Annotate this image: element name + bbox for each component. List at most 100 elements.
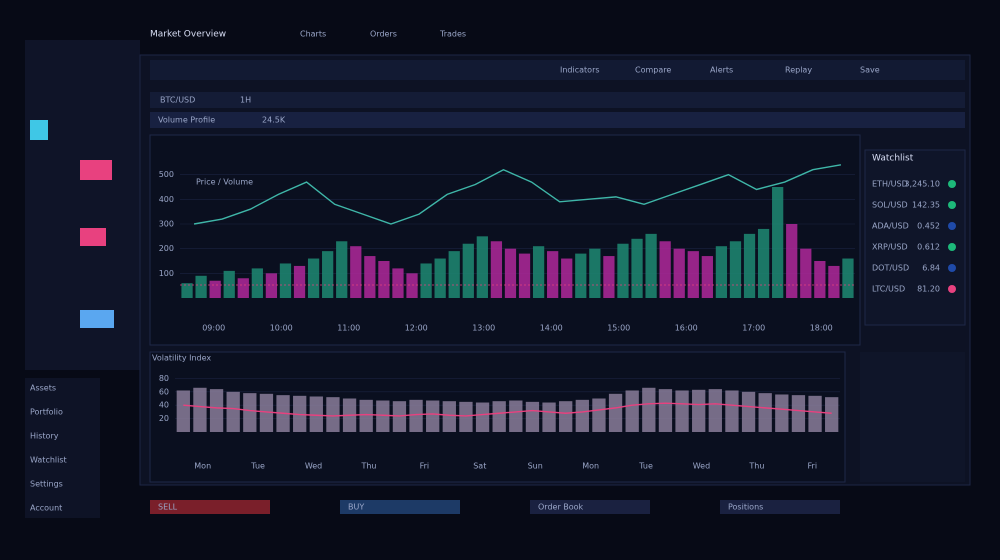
bar — [687, 251, 699, 298]
bar — [786, 224, 798, 298]
toolbar-item[interactable]: Indicators — [560, 66, 600, 75]
sidebar-icon[interactable] — [30, 120, 48, 140]
bar — [336, 241, 348, 298]
x-tick-label: 18:00 — [810, 324, 833, 333]
interval[interactable]: 1H — [240, 96, 251, 105]
y-tick-label: 100 — [159, 269, 174, 278]
bar — [406, 273, 418, 298]
bar — [475, 402, 490, 432]
toolbar-item[interactable]: Alerts — [710, 66, 733, 75]
watch-price: 142.35 — [912, 201, 940, 210]
y-tick-label: 80 — [159, 374, 169, 383]
bar — [392, 268, 404, 298]
bar — [420, 263, 432, 298]
bar — [692, 389, 706, 432]
bar — [490, 241, 503, 298]
x-tick-label: Sun — [528, 462, 543, 471]
watch-dot — [948, 285, 956, 293]
bottom-button-label[interactable]: BUY — [348, 503, 364, 512]
toolbar-item[interactable]: Compare — [635, 66, 671, 75]
bar — [476, 236, 488, 298]
y-tick-label: 200 — [159, 244, 174, 253]
bottom-button-label[interactable]: SELL — [158, 503, 178, 512]
bar — [209, 389, 224, 432]
watch-symbol[interactable]: DOT/USD — [872, 264, 909, 273]
bar — [209, 280, 221, 298]
bar — [251, 268, 263, 298]
bar — [592, 398, 606, 432]
bar — [243, 393, 257, 432]
bottom-button[interactable] — [530, 500, 650, 514]
watch-dot — [948, 201, 956, 209]
bar — [459, 401, 473, 432]
y-tick-label: 500 — [159, 170, 174, 179]
bar — [589, 248, 601, 298]
x-tick-label: 12:00 — [405, 324, 428, 333]
sidebar-badge[interactable] — [80, 160, 112, 180]
tab[interactable]: Charts — [300, 30, 326, 39]
watch-symbol[interactable]: ADA/USD — [872, 222, 909, 231]
watch-symbol[interactable]: XRP/USD — [872, 243, 908, 252]
watch-symbol[interactable]: ETH/USD — [872, 180, 908, 189]
ticker-value: 24.5K — [262, 116, 286, 125]
bar — [193, 387, 207, 432]
chart-legend: Price / Volume — [196, 178, 253, 187]
x-tick-label: Thu — [360, 462, 376, 471]
bar — [842, 258, 854, 298]
bar — [259, 393, 274, 432]
watch-price: 3,245.10 — [904, 180, 940, 189]
sidebar-item[interactable]: Settings — [30, 480, 63, 489]
watch-price: 81.20 — [917, 285, 940, 294]
lower-legend: Volatility Index — [152, 354, 211, 363]
watch-symbol[interactable]: SOL/USD — [872, 201, 908, 210]
watch-dot — [948, 180, 956, 188]
bottom-button[interactable] — [150, 500, 270, 514]
bar — [350, 246, 362, 298]
x-tick-label: Mon — [194, 462, 211, 471]
bar — [504, 248, 517, 298]
symbol[interactable]: BTC/USD — [160, 96, 195, 105]
bottom-button-label[interactable]: Positions — [728, 503, 763, 512]
sidebar-item[interactable]: History — [30, 432, 59, 441]
x-tick-label: Tue — [250, 462, 265, 471]
bar — [181, 283, 193, 298]
sidebar-item[interactable]: Account — [30, 504, 62, 513]
toolbar-item[interactable]: Replay — [785, 66, 812, 75]
x-tick-label: Tue — [638, 462, 653, 471]
bar — [825, 397, 839, 432]
bar — [775, 394, 789, 432]
watchlist-panel — [864, 149, 966, 326]
sidebar-badge[interactable] — [80, 228, 106, 246]
watch-symbol[interactable]: LTC/USD — [872, 285, 905, 294]
sidebar-button[interactable] — [80, 310, 114, 328]
y-tick-label: 60 — [159, 387, 169, 396]
bar — [442, 401, 456, 432]
bar — [758, 393, 772, 432]
x-tick-label: 14:00 — [540, 324, 563, 333]
ticker-label: Volume Profile — [158, 116, 215, 125]
bar — [409, 399, 423, 432]
sidebar-item[interactable]: Assets — [30, 384, 56, 393]
bar — [509, 400, 523, 432]
bar — [625, 390, 639, 432]
tab[interactable]: Trades — [439, 30, 466, 39]
x-tick-label: 17:00 — [742, 324, 765, 333]
sidebar-item[interactable]: Watchlist — [30, 456, 67, 465]
bottom-button[interactable] — [340, 500, 460, 514]
x-tick-label: 11:00 — [337, 324, 360, 333]
toolbar-item[interactable]: Save — [860, 66, 880, 75]
tab[interactable]: Orders — [370, 30, 397, 39]
x-tick-label: Thu — [748, 462, 764, 471]
bar — [448, 251, 460, 298]
x-tick-label: Wed — [305, 462, 322, 471]
bottom-button-label[interactable]: Order Book — [538, 503, 584, 512]
bottom-button[interactable] — [720, 500, 840, 514]
watch-dot — [948, 264, 956, 272]
bar — [223, 270, 235, 298]
bar — [364, 256, 376, 298]
x-tick-label: Fri — [420, 462, 430, 471]
bar — [743, 233, 756, 298]
bar — [547, 251, 559, 298]
bar — [659, 241, 671, 298]
sidebar-item[interactable]: Portfolio — [30, 408, 63, 417]
